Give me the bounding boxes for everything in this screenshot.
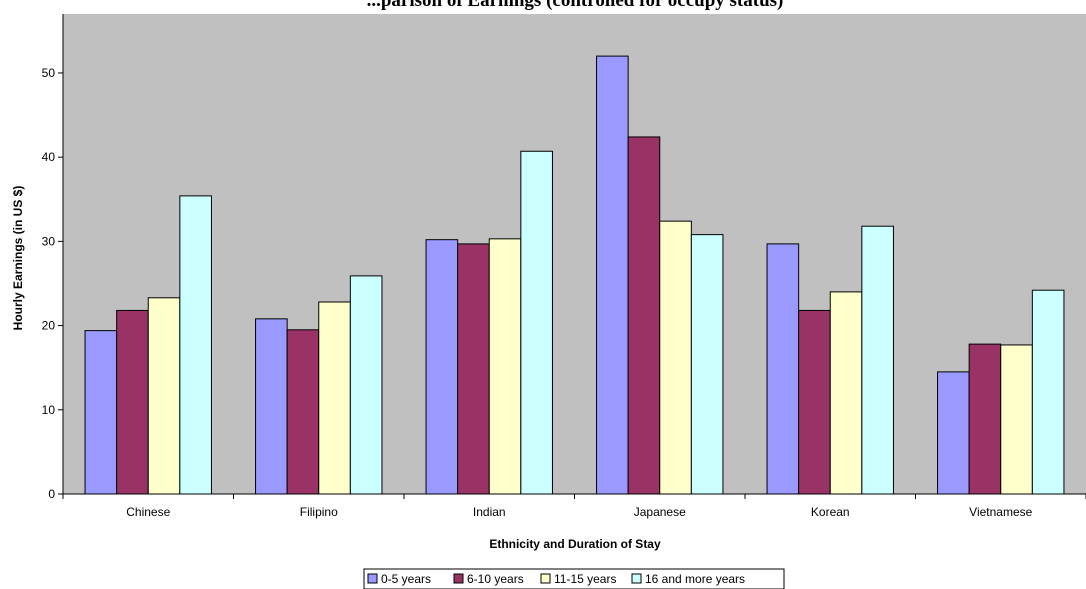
bar [520,150,553,495]
bar [798,309,831,495]
legend-label: 11-15 years [554,572,616,586]
bar [147,297,181,495]
y-tick-label: 20 [42,319,56,333]
legend-swatch [367,573,378,584]
chart-title: ...parison of Earnings (controlled for o… [367,0,784,11]
bar [425,239,459,495]
y-tick-label: 30 [42,234,56,248]
x-tick-label: Chinese [126,505,170,519]
legend-swatch [631,573,642,584]
y-tick-label: 40 [42,150,56,164]
bar [861,225,894,495]
x-tick-label: Korean [811,505,850,519]
y-tick-label: 10 [42,403,56,417]
bar [766,243,800,495]
bar [690,234,724,495]
x-tick-label: Indian [473,505,506,519]
legend-box [363,568,785,589]
bar [968,343,1002,495]
bar [286,329,320,495]
bar [84,330,118,495]
bar [659,220,692,495]
legend-swatch [540,573,551,584]
y-axis-title: Hourly Earnings (in US $) [11,186,25,331]
legend-label: 0-5 years [381,572,431,586]
bar [488,238,522,495]
legend: 0-5 years 6-10 years 11-15 years 16 and mor… [363,568,785,589]
bar [349,275,383,495]
bar [318,301,351,495]
bar [1031,289,1065,495]
bar [179,195,212,495]
y-tick-label: 50 [42,66,56,80]
bar [627,136,661,495]
y-tick-label: 0 [48,487,55,501]
bar [1000,344,1033,495]
x-ticks: Chinese Filipino Indian Japanese Korean Vietn… [62,494,1086,519]
plot-area [63,14,1086,494]
bar [255,318,288,495]
bar [829,291,863,495]
legend-swatch [453,573,464,584]
bar [457,243,490,495]
y-ticks: 0 10 20 30 40 50 [42,66,63,501]
x-tick-label: Vietnamese [969,505,1032,519]
bar [116,309,149,495]
bar [596,55,629,495]
x-axis-title: Ethnicity and Duration of Stay [489,537,661,551]
legend-label: 16 and more years [645,572,745,586]
x-tick-label: Japanese [634,505,686,519]
legend-label: 6-10 years [467,572,524,586]
bars-group [84,55,1065,495]
bar [937,371,970,495]
x-tick-label: Filipino [300,505,338,519]
